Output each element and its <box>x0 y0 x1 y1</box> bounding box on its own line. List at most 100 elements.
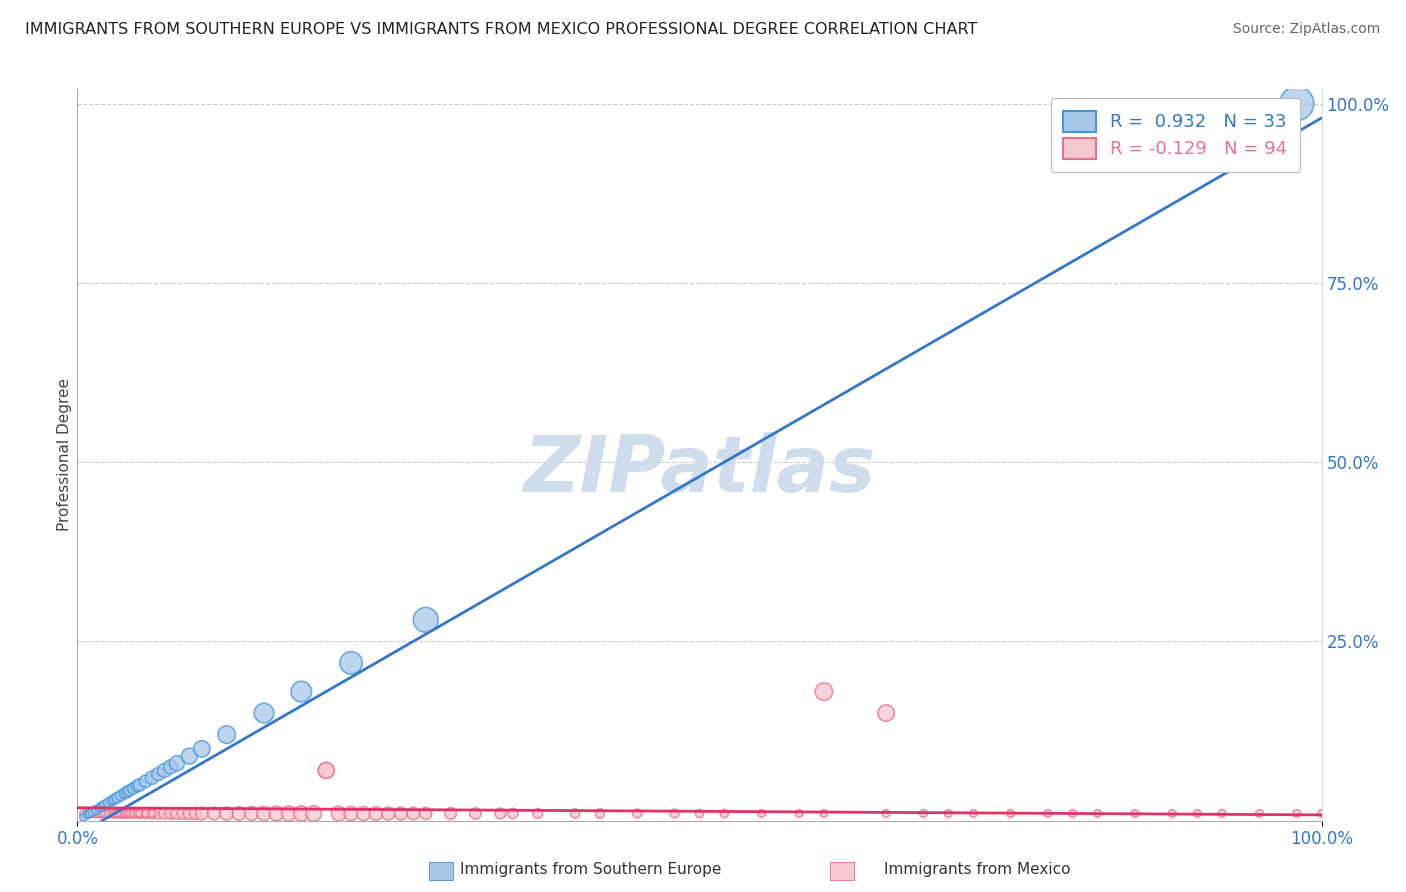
Point <box>84 806 107 821</box>
Point <box>1249 806 1271 821</box>
Point <box>938 806 960 821</box>
Point <box>253 706 276 720</box>
Point <box>84 806 107 821</box>
Point <box>128 806 150 821</box>
Point <box>118 806 141 821</box>
Point <box>135 806 157 821</box>
Point <box>159 760 181 774</box>
Point <box>277 806 299 821</box>
Point <box>184 806 207 821</box>
Point <box>79 806 101 821</box>
Point <box>128 778 150 792</box>
Point <box>114 806 136 821</box>
Point <box>122 806 145 821</box>
Legend: R =  0.932   N = 33, R = -0.129   N = 94: R = 0.932 N = 33, R = -0.129 N = 94 <box>1050 98 1301 171</box>
Point <box>91 806 114 821</box>
Point <box>1062 806 1084 821</box>
Y-axis label: Professional Degree: Professional Degree <box>56 378 72 532</box>
Point <box>290 806 312 821</box>
Point <box>1161 806 1184 821</box>
Text: IMMIGRANTS FROM SOUTHERN EUROPE VS IMMIGRANTS FROM MEXICO PROFESSIONAL DEGREE CO: IMMIGRANTS FROM SOUTHERN EUROPE VS IMMIG… <box>25 22 977 37</box>
Point <box>440 806 463 821</box>
Point <box>101 806 124 821</box>
Point <box>82 806 104 821</box>
Point <box>153 764 176 778</box>
Point <box>228 806 250 821</box>
Point <box>72 806 94 821</box>
Point <box>166 806 188 821</box>
Point <box>302 806 325 821</box>
Point <box>502 806 524 821</box>
Point <box>93 806 115 821</box>
Point <box>125 779 148 793</box>
Point <box>875 806 897 821</box>
Point <box>91 799 114 814</box>
Point <box>141 806 163 821</box>
Point <box>76 808 98 822</box>
Point <box>191 742 214 756</box>
Point <box>253 806 276 821</box>
Point <box>179 806 201 821</box>
Point <box>93 797 115 812</box>
Point <box>962 806 984 821</box>
Text: Immigrants from Southern Europe: Immigrants from Southern Europe <box>460 863 721 877</box>
Point <box>101 793 124 807</box>
Point <box>813 806 835 821</box>
Point <box>315 764 337 778</box>
Point <box>153 806 176 821</box>
Point <box>172 806 194 821</box>
Point <box>105 790 128 805</box>
Point <box>105 806 128 821</box>
Point <box>179 749 201 764</box>
Point <box>105 806 128 821</box>
Point <box>564 806 586 821</box>
Point <box>1123 806 1146 821</box>
Point <box>1310 806 1333 821</box>
Point <box>389 806 412 821</box>
Point <box>135 774 157 789</box>
Point <box>84 803 107 817</box>
Point <box>191 806 214 821</box>
Point <box>110 789 132 803</box>
Point <box>104 792 127 806</box>
Point <box>751 806 773 821</box>
Point <box>266 806 288 821</box>
Point <box>128 806 150 821</box>
Point <box>215 728 238 742</box>
Point <box>315 764 337 778</box>
Point <box>93 806 115 821</box>
Point <box>526 806 548 821</box>
Point <box>141 806 163 821</box>
Point <box>1285 806 1308 821</box>
Point <box>110 806 132 821</box>
Point <box>464 806 486 821</box>
Point <box>82 806 104 821</box>
Point <box>415 613 437 627</box>
Point <box>76 806 98 821</box>
Point <box>114 806 136 821</box>
Point <box>104 806 127 821</box>
Point <box>1211 806 1233 821</box>
Point <box>141 771 163 785</box>
Point <box>626 806 648 821</box>
Point <box>148 767 170 781</box>
Point <box>89 806 111 821</box>
Point <box>104 806 127 821</box>
Point <box>135 806 157 821</box>
Point <box>377 806 399 821</box>
Text: ZIPatlas: ZIPatlas <box>523 432 876 508</box>
Point <box>1087 806 1109 821</box>
Point <box>115 806 138 821</box>
Point <box>97 806 120 821</box>
Point <box>402 806 425 821</box>
Point <box>76 806 98 821</box>
Point <box>79 806 101 821</box>
Point <box>97 796 120 810</box>
Point <box>159 806 181 821</box>
Point <box>689 806 711 821</box>
Point <box>340 656 363 670</box>
Point <box>118 783 141 797</box>
Point <box>101 806 124 821</box>
Point <box>202 806 225 821</box>
Point <box>1187 806 1209 821</box>
